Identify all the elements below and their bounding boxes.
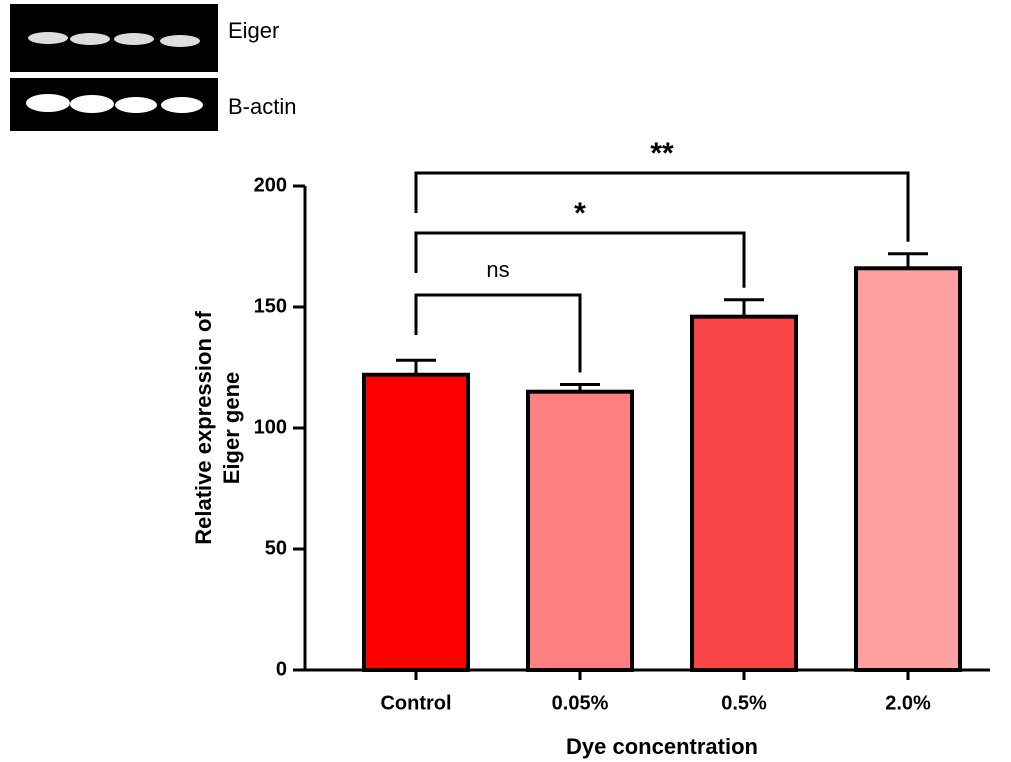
x-tick-label: 2.0% [885, 692, 931, 714]
y-tick-label: 0 [276, 658, 287, 680]
y-axis-label: Relative expression of [191, 311, 216, 545]
blot-label: B-actin [228, 94, 296, 119]
y-tick-label: 50 [265, 537, 287, 559]
bar [856, 268, 960, 670]
x-tick-label: Control [380, 692, 451, 714]
y-tick-label: 150 [254, 295, 287, 317]
blot-band [161, 97, 203, 113]
blot-label: Eiger [228, 18, 279, 43]
significance-bracket [416, 173, 908, 242]
x-tick-label: 0.05% [552, 692, 609, 714]
significance-label: * [574, 197, 586, 230]
x-tick-label: 0.5% [721, 692, 767, 714]
bar [692, 317, 796, 670]
significance-label: ns [486, 257, 509, 282]
blot-band [28, 32, 68, 44]
blot-band [115, 97, 157, 113]
significance-bracket [416, 295, 580, 372]
y-tick-label: 100 [254, 416, 287, 438]
blot-band [70, 95, 114, 113]
bar [364, 375, 468, 670]
significance-label: ** [650, 137, 674, 170]
blot: Eiger B-actin [10, 4, 296, 131]
bar [528, 392, 632, 670]
y-axis-label: Eiger gene [219, 372, 244, 484]
blot-band [26, 94, 70, 112]
significance-bracket [416, 233, 744, 288]
blot-band [70, 33, 110, 45]
blot-band [160, 35, 200, 47]
y-tick-label: 200 [254, 174, 287, 196]
x-axis-label: Dye concentration [566, 734, 758, 759]
blot-band [114, 33, 154, 45]
figure: Eiger B-actin Relative expression of Eig… [0, 0, 1011, 762]
